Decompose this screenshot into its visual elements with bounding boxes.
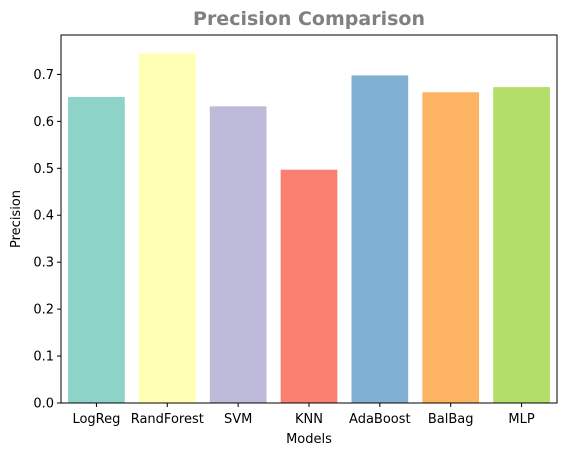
y-tick-label: 0.1 [33, 350, 54, 365]
x-tick-label: LogReg [72, 412, 120, 427]
x-tick-label: RandForest [131, 412, 204, 427]
y-tick-label: 0.3 [33, 256, 54, 271]
y-tick-label: 0.2 [33, 303, 54, 318]
y-axis-label: Precision [9, 190, 24, 248]
y-axis-ticks: 0.0 0.1 0.2 0.3 0.4 0.5 0.6 0.7 [33, 68, 61, 412]
y-tick-label: 0.6 [33, 115, 54, 130]
x-axis-ticks: LogReg RandForest SVM KNN AdaBoost BalBag MLP [72, 403, 535, 427]
bar-balbag [422, 92, 480, 403]
x-tick-label: SVM [224, 412, 252, 427]
y-tick-label: 0.0 [33, 397, 54, 412]
chart-title: Precision Comparison [193, 8, 425, 30]
x-tick-label: KNN [295, 412, 323, 427]
x-tick-label: AdaBoost [349, 412, 411, 427]
bar-logreg [68, 96, 125, 404]
plot-frame [60, 34, 558, 404]
x-axis-label: Models [286, 432, 332, 447]
bar-adaboost [351, 75, 409, 404]
x-tick-label: BalBag [428, 412, 474, 427]
y-tick-label: 0.5 [33, 162, 54, 177]
y-tick-label: 0.7 [33, 68, 54, 83]
bar-randforest [138, 53, 196, 403]
bar-mlp [493, 87, 550, 403]
bar-svm [209, 106, 267, 404]
y-tick-label: 0.4 [33, 209, 54, 224]
bars [68, 53, 550, 404]
x-tick-label: MLP [508, 412, 534, 427]
bar-knn [280, 169, 338, 403]
